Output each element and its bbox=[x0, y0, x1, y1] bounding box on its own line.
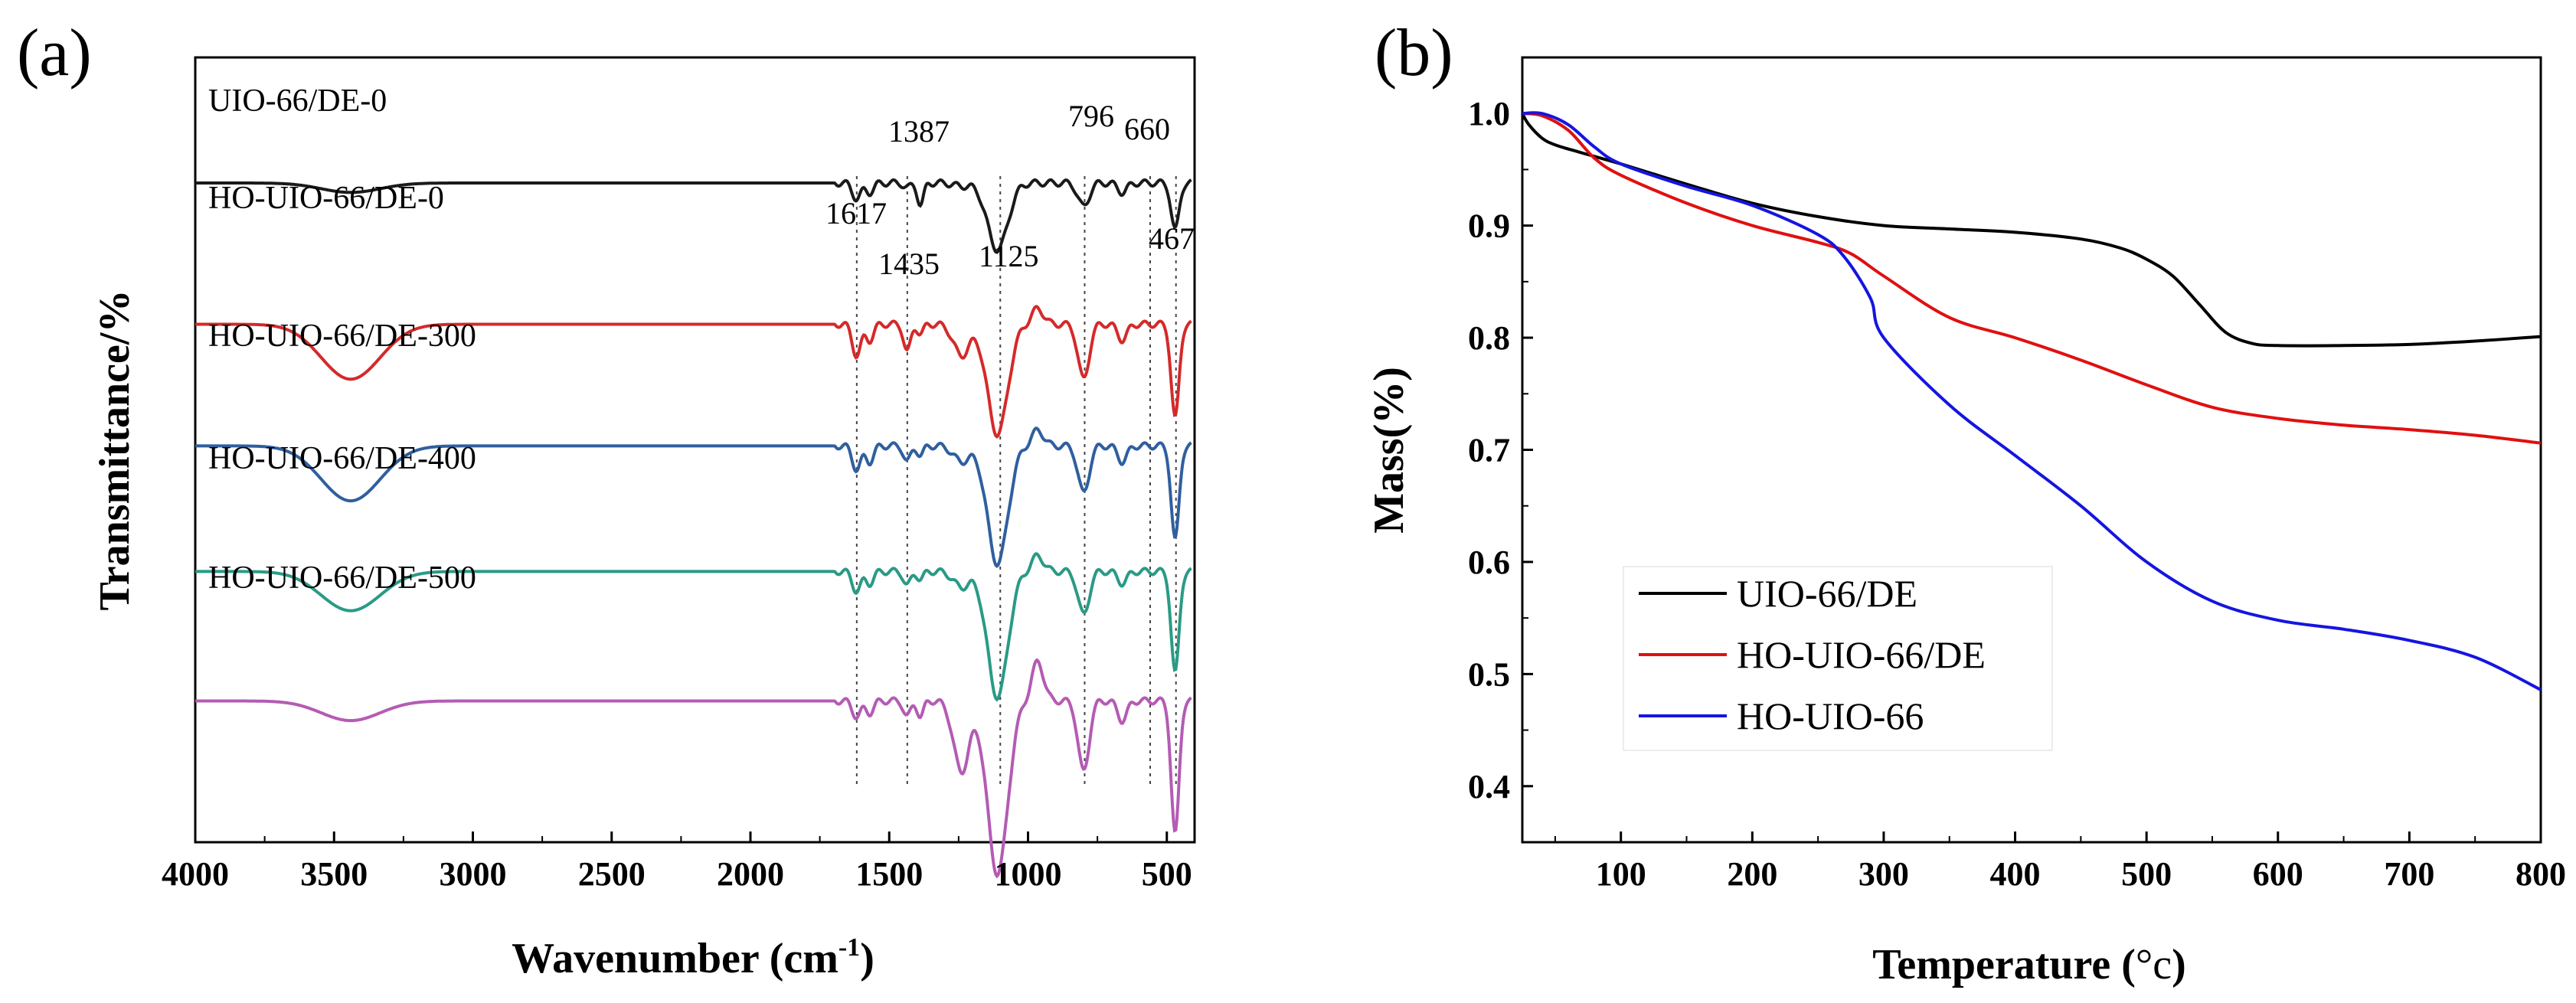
tga-line-uio-66-de bbox=[1521, 113, 2542, 348]
panel-b-tga-chart: 100 200 300 400 500 600 700 800 0.4 0.5 0.6 0.7 0.8… bbox=[1365, 56, 2566, 988]
panel-a-x-ticks: 4000 3500 3000 2500 2000 1500 1000 500 bbox=[162, 831, 1192, 893]
panel-a-label: (a) bbox=[17, 16, 92, 90]
panel-a-x-tick-label: 4000 bbox=[162, 855, 229, 893]
spectrum-line-uio-66-de-0 bbox=[195, 178, 1192, 254]
panel-a-x-axis-title-main: Wavenumber (cm bbox=[512, 935, 839, 982]
tga-line-ho-uio-66-de bbox=[1522, 112, 2542, 445]
panel-a-x-tick-label: 2500 bbox=[578, 855, 646, 893]
panel-b-y-axis-title: Mass(%) bbox=[1365, 367, 1413, 534]
spectrum-line-ho-uio-66-de-500 bbox=[195, 658, 1192, 879]
panel-b-y-tick-label: 1.0 bbox=[1468, 95, 1510, 132]
panel-b-x-tick-label: 300 bbox=[1858, 855, 1909, 893]
panel-b-legend: UIO-66/DE HO-UIO-66/DE HO-UIO-66 bbox=[1623, 566, 2053, 751]
peak-label-1617: 1617 bbox=[825, 196, 887, 230]
panel-b-x-axis-title-close: ) bbox=[2172, 941, 2186, 988]
panel-b-x-tick-label: 700 bbox=[2384, 855, 2434, 893]
panel-a-series-group bbox=[195, 178, 1192, 879]
panel-b-x-tick-label: 400 bbox=[1990, 855, 2041, 893]
series-label-ho-uio66-de-400: HO-UIO-66/DE-400 bbox=[208, 441, 476, 476]
panel-b-x-axis-title-main: Temperature ( bbox=[1872, 941, 2136, 988]
panel-a-ftir-chart: 4000 3500 3000 2500 2000 1500 1000 500 UIO-66/D… bbox=[91, 56, 1196, 982]
panel-a-x-tick-label: 500 bbox=[1142, 855, 1192, 893]
panel-b-y-tick-label: 0.8 bbox=[1468, 319, 1510, 357]
panel-a-plot-frame bbox=[194, 56, 1196, 844]
panel-b-label: (b) bbox=[1375, 16, 1453, 90]
panel-a-reference-lines bbox=[855, 176, 1177, 789]
peak-label-796: 796 bbox=[1068, 99, 1114, 133]
panel-a-x-tick-label: 1500 bbox=[855, 855, 923, 893]
panel-b-x-tick-label: 800 bbox=[2516, 855, 2566, 893]
panel-a-y-axis-title: Transmittance/% bbox=[91, 290, 139, 611]
peak-label-1387: 1387 bbox=[888, 114, 950, 149]
series-label-ho-uio66-de-300: HO-UIO-66/DE-300 bbox=[208, 319, 476, 354]
legend-label-uio66-de: UIO-66/DE bbox=[1737, 572, 1917, 615]
spectrum-line-ho-uio-66-de-300 bbox=[195, 426, 1192, 569]
series-label-ho-uio66-de-0: HO-UIO-66/DE-0 bbox=[208, 181, 444, 216]
legend-label-ho-uio66: HO-UIO-66 bbox=[1737, 694, 1924, 737]
panel-b-y-tick-label: 0.4 bbox=[1468, 768, 1510, 805]
panel-b-y-ticks: 0.4 0.5 0.6 0.7 0.8 0.9 1.0 bbox=[1468, 95, 1533, 805]
panel-b-y-tick-label: 0.7 bbox=[1468, 432, 1510, 469]
peak-label-660: 660 bbox=[1124, 112, 1170, 146]
peak-label-1125: 1125 bbox=[979, 239, 1039, 273]
panel-a-x-tick-label: 2000 bbox=[717, 855, 784, 893]
tga-line-ho-uio-66 bbox=[1522, 111, 2542, 691]
spectrum-line-ho-uio-66-de-0 bbox=[195, 305, 1192, 439]
peak-label-467: 467 bbox=[1149, 221, 1195, 256]
panel-b-y-tick-label: 0.5 bbox=[1468, 655, 1510, 693]
panel-b-x-axis-title-unit: °c bbox=[2136, 941, 2172, 988]
panel-a-x-tick-label: 3000 bbox=[440, 855, 507, 893]
panel-a-x-tick-label: 3500 bbox=[300, 855, 368, 893]
panel-a-x-axis-title-sup: -1 bbox=[839, 933, 860, 962]
series-label-ho-uio66-de-500: HO-UIO-66/DE-500 bbox=[208, 560, 476, 596]
panel-a-x-axis-title-close: ) bbox=[860, 935, 874, 982]
peak-label-1435: 1435 bbox=[878, 247, 940, 281]
panel-a-x-tick-label: 1000 bbox=[995, 855, 1062, 893]
panel-b-x-tick-label: 500 bbox=[2121, 855, 2172, 893]
panel-b-y-tick-label: 0.9 bbox=[1468, 207, 1510, 245]
panel-b-series-group bbox=[1521, 111, 2542, 691]
panel-a-x-axis-title: Wavenumber (cm-1) bbox=[512, 933, 874, 982]
legend-box bbox=[1623, 566, 2053, 751]
panel-b-x-ticks: 100 200 300 400 500 600 700 800 bbox=[1554, 831, 2566, 893]
series-label-uio66-de-0: UIO-66/DE-0 bbox=[208, 83, 387, 119]
spectrum-line-ho-uio-66-de-400 bbox=[195, 552, 1192, 702]
panel-b-x-tick-label: 100 bbox=[1596, 855, 1646, 893]
legend-label-ho-uio66-de: HO-UIO-66/DE bbox=[1737, 633, 1986, 676]
panel-b-x-axis-title: Temperature (°c) bbox=[1872, 941, 2186, 988]
panel-b-x-tick-label: 600 bbox=[2253, 855, 2303, 893]
panel-b-x-tick-label: 200 bbox=[1727, 855, 1777, 893]
panel-b-y-tick-label: 0.6 bbox=[1468, 544, 1510, 581]
